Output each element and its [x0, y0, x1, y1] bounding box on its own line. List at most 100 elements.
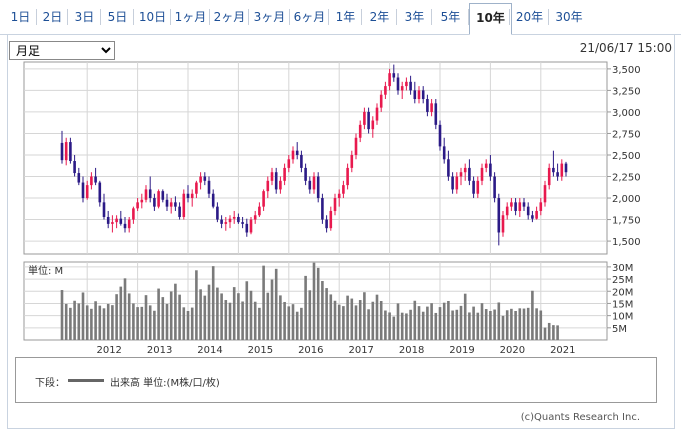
period-tab-bar: 1日 2日 3日 5日 10日 1ヶ月 2ヶ月 3ヶ月 6ヶ月 1年 2年 3年 5年 10年 20年 30年: [0, 0, 681, 35]
volume-tick-label: 5M: [612, 324, 627, 335]
candle-interval-select[interactable]: 月足: [9, 41, 115, 60]
volume-bar: [266, 292, 270, 340]
candle-body: [174, 202, 177, 207]
volume-bar: [438, 307, 442, 340]
volume-bar: [505, 310, 509, 340]
candle-body: [249, 219, 253, 233]
candle-body: [291, 150, 295, 160]
volume-bar: [392, 316, 396, 340]
tab-13[interactable]: 5年: [440, 10, 461, 24]
volume-bar: [69, 307, 72, 340]
candle-body: [228, 218, 232, 223]
candle-body: [94, 176, 97, 183]
candle-body: [211, 193, 215, 207]
volume-bar: [106, 303, 110, 340]
tab-separator: [209, 9, 210, 25]
volume-bar: [300, 307, 303, 340]
tab-3[interactable]: 3日: [74, 10, 95, 24]
volume-bar: [195, 270, 198, 340]
candle-body: [98, 182, 102, 203]
volume-bar: [153, 310, 156, 340]
price-tick-label: 2,500: [612, 151, 641, 162]
volume-bar: [169, 291, 173, 340]
tab-separator: [133, 9, 134, 25]
tab-9[interactable]: 6ヶ月: [293, 10, 326, 24]
chart-panel: [7, 34, 675, 429]
volume-bar: [178, 294, 181, 340]
volume-bar: [484, 309, 488, 340]
volume-bar: [459, 305, 463, 340]
x-tick-label: 2014: [197, 345, 222, 356]
volume-bar: [279, 295, 282, 340]
tab-separator: [509, 9, 510, 25]
price-tick-label: 3,500: [612, 65, 641, 76]
volume-bar: [165, 303, 169, 340]
candle-body: [216, 206, 219, 220]
candle-body: [337, 193, 341, 199]
tab-separator: [36, 9, 37, 25]
tab-4[interactable]: 5日: [107, 10, 128, 24]
candle-body: [514, 202, 517, 211]
candle-body: [413, 90, 417, 100]
tab-1[interactable]: 1日: [10, 10, 31, 24]
tab-15[interactable]: 20年: [515, 10, 544, 24]
tab-2[interactable]: 2日: [42, 10, 63, 24]
candle-body: [203, 176, 207, 181]
candle-body: [258, 206, 261, 216]
price-tick-label: 1,750: [612, 216, 641, 227]
x-tick-label: 2020: [500, 345, 525, 356]
volume-bar: [493, 309, 496, 340]
volume-bar: [489, 310, 492, 340]
tab-16[interactable]: 30年: [555, 10, 583, 24]
tab-separator: [289, 9, 290, 25]
candle-body: [316, 176, 320, 199]
candle-body: [442, 146, 446, 160]
candle-body: [379, 94, 383, 108]
candle-body: [232, 216, 236, 219]
volume-bar: [232, 287, 236, 340]
tab-6[interactable]: 1ヶ月: [174, 10, 207, 24]
volume-tick-label: 10M: [612, 312, 633, 323]
volume-bar: [552, 325, 555, 340]
tab-8[interactable]: 3ヶ月: [253, 10, 286, 24]
candle-body: [308, 180, 312, 190]
tab-11[interactable]: 2年: [369, 10, 390, 24]
tab-separator: [328, 9, 329, 25]
candle-body: [455, 176, 459, 190]
candle-body: [90, 176, 93, 186]
candle-body: [463, 167, 467, 173]
candle-body: [560, 163, 564, 177]
tab-5[interactable]: 10日: [138, 10, 167, 24]
volume-bar: [127, 293, 131, 340]
volume-bar: [379, 301, 383, 340]
volume-bar: [430, 303, 433, 340]
candle-body: [77, 173, 81, 183]
tab-7[interactable]: 2ヶ月: [213, 10, 246, 24]
candle-body: [552, 167, 555, 173]
tab-separator: [431, 9, 432, 25]
candle-body: [333, 198, 337, 211]
volume-bar: [199, 289, 202, 340]
candle-body: [140, 199, 144, 203]
candle-body: [136, 202, 139, 209]
volume-bar: [308, 290, 312, 340]
volume-bar: [60, 290, 64, 340]
candle-body: [543, 185, 547, 203]
volume-bar: [98, 305, 102, 340]
candle-body: [539, 202, 543, 211]
volume-bar: [73, 300, 76, 340]
tab-14[interactable]: 10年: [469, 3, 512, 35]
volume-bar: [354, 305, 358, 340]
candle-body: [547, 167, 551, 186]
candle-body: [283, 167, 286, 181]
volume-bar: [321, 281, 324, 340]
x-tick-label: 2019: [449, 345, 474, 356]
tab-10[interactable]: 1年: [335, 10, 356, 24]
volume-bar: [161, 297, 165, 340]
tab-12[interactable]: 3年: [404, 10, 425, 24]
candle-body: [346, 167, 349, 186]
candle-body: [434, 103, 438, 125]
volume-bar: [228, 302, 232, 340]
candle-body: [144, 189, 148, 200]
candle-body: [501, 215, 505, 233]
